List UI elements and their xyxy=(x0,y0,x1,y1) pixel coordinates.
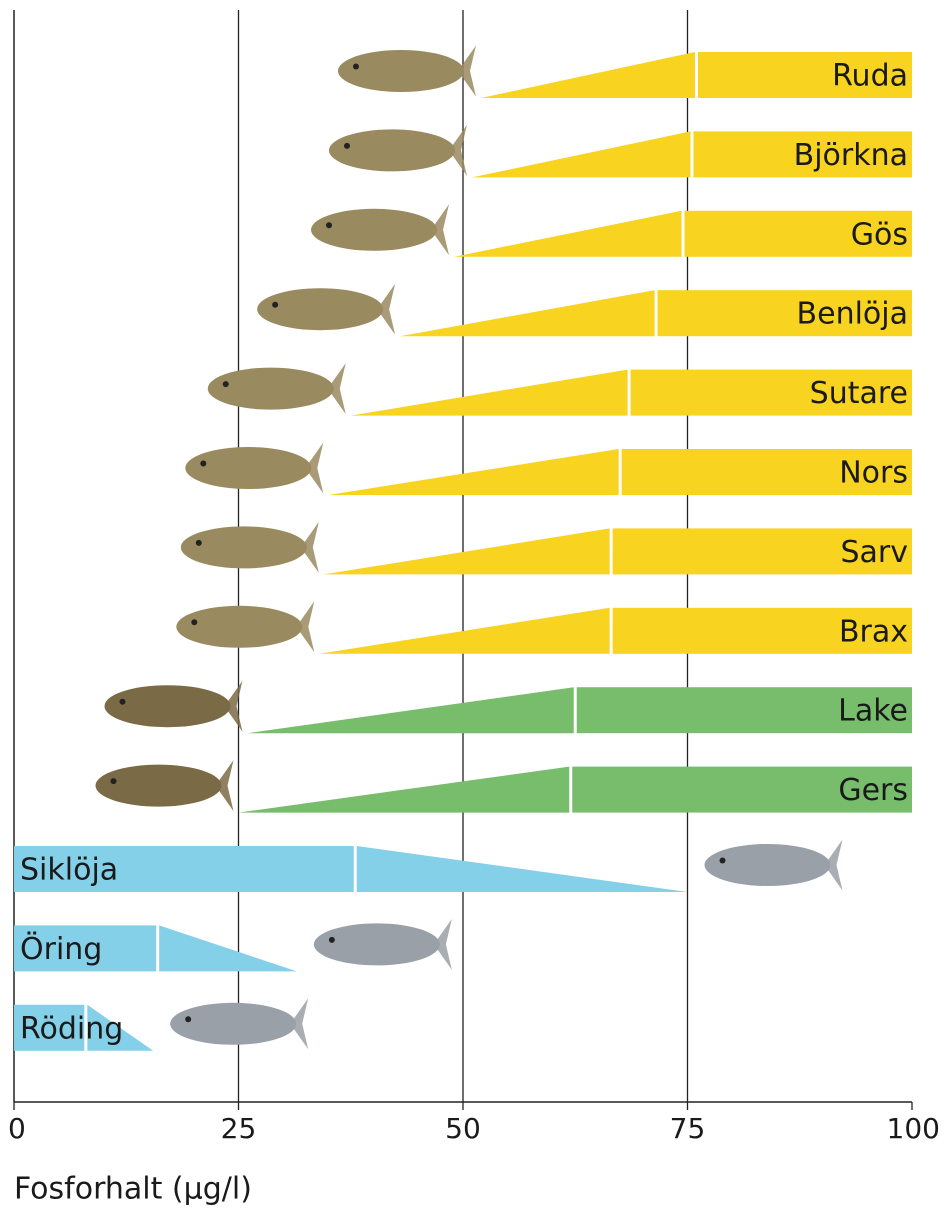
tolerance-wedge xyxy=(356,846,688,892)
species-label: Ruda xyxy=(832,59,908,94)
tolerance-bar xyxy=(684,210,912,257)
fish-body xyxy=(207,367,334,410)
fish-body xyxy=(704,844,831,886)
fish-eye xyxy=(119,698,126,705)
fish-tail xyxy=(224,680,243,732)
fish-tail xyxy=(290,998,309,1050)
fish-illustration xyxy=(185,442,324,494)
fish-body xyxy=(328,129,455,172)
tolerance-bar xyxy=(14,925,157,972)
fish-tail xyxy=(296,601,315,653)
species-label: Gös xyxy=(851,217,908,252)
x-axis-label: Fosforhalt (µg/l) xyxy=(14,1172,252,1207)
tolerance-bar xyxy=(657,290,912,337)
fish-body xyxy=(311,208,438,251)
x-tick-label: 75 xyxy=(670,1112,706,1145)
fish-eye xyxy=(328,936,335,943)
tolerance-bar xyxy=(14,1004,85,1051)
fish-tail xyxy=(327,363,346,415)
fish-eye xyxy=(191,619,198,626)
tolerance-wedge xyxy=(480,52,695,98)
fish-tail xyxy=(433,918,452,970)
fish-tail xyxy=(305,442,324,494)
tolerance-wedge xyxy=(87,1004,154,1051)
fish-eye xyxy=(352,63,359,70)
species-label: Nors xyxy=(839,456,908,491)
species-label: Sarv xyxy=(840,535,908,570)
fish-tail xyxy=(300,521,319,573)
tolerance-bar xyxy=(612,528,912,575)
fish-body xyxy=(257,288,384,331)
tolerance-wedge xyxy=(454,210,682,257)
fish-eye xyxy=(272,301,279,308)
fish-illustration xyxy=(311,204,450,256)
species-label: Lake xyxy=(838,694,908,729)
fish-eye xyxy=(200,460,207,467)
species-label: Sutare xyxy=(810,376,908,411)
tolerance-bar xyxy=(572,766,912,813)
x-tick-label: 100 xyxy=(887,1112,940,1145)
fish-tail xyxy=(457,45,476,97)
tolerance-bar xyxy=(14,846,354,892)
fish-illustration xyxy=(337,45,476,97)
species-label: Benlöja xyxy=(797,297,908,332)
fish-tail xyxy=(448,124,467,176)
fish-illustration xyxy=(104,680,243,732)
fish-tail xyxy=(824,839,843,891)
x-tick-label: 0 xyxy=(8,1112,26,1145)
fish-illustration xyxy=(704,839,843,891)
fish-body xyxy=(176,605,303,648)
fish-eye xyxy=(110,778,117,785)
tolerance-bar xyxy=(630,369,912,416)
tolerance-wedge xyxy=(323,528,610,575)
tolerance-bar xyxy=(621,449,912,495)
fish-tail xyxy=(431,204,450,256)
x-tick-label: 25 xyxy=(221,1112,257,1145)
fish-tail xyxy=(377,283,396,335)
fish-tail xyxy=(215,760,234,812)
tolerance-wedge xyxy=(328,449,619,495)
fish-eye xyxy=(326,222,333,229)
fish-eye xyxy=(195,539,202,546)
fish-body xyxy=(185,447,312,489)
species-label: Brax xyxy=(839,614,908,649)
fish-eye xyxy=(719,857,726,864)
tolerance-wedge xyxy=(471,131,691,178)
tolerance-wedge xyxy=(319,607,610,654)
fish-body xyxy=(104,685,231,728)
tolerance-wedge xyxy=(247,687,574,734)
species-label: Gers xyxy=(838,773,908,808)
fish-illustration xyxy=(180,521,319,573)
tolerance-wedge xyxy=(350,369,628,416)
fish-body xyxy=(95,764,222,807)
fish-illustration xyxy=(313,918,452,970)
species-label: Öring xyxy=(20,931,102,967)
tolerance-wedge xyxy=(159,925,297,972)
fish-illustration xyxy=(257,283,396,335)
fish-body xyxy=(170,1002,297,1045)
fish-illustration xyxy=(328,124,467,176)
x-tick-label: 50 xyxy=(445,1112,481,1145)
fish-illustration xyxy=(170,998,309,1050)
tolerance-bar xyxy=(576,687,912,734)
fish-illustration xyxy=(207,363,346,415)
tolerance-bar xyxy=(693,131,912,178)
fish-eye xyxy=(343,142,350,149)
fish-eye xyxy=(222,381,229,388)
tolerance-wedge xyxy=(238,766,570,813)
species-label: Siklöja xyxy=(20,853,118,888)
fish-body xyxy=(337,50,464,92)
fish-eye xyxy=(185,1016,192,1023)
tolerance-bar xyxy=(697,52,912,98)
fish-body xyxy=(313,923,440,966)
species-label: Röding xyxy=(20,1011,123,1046)
fish-illustration xyxy=(95,760,234,812)
species-label: Björkna xyxy=(794,138,908,173)
tolerance-bar xyxy=(612,607,912,654)
fish-body xyxy=(180,526,307,569)
fish-illustration xyxy=(176,601,315,653)
tolerance-wedge xyxy=(400,290,655,337)
